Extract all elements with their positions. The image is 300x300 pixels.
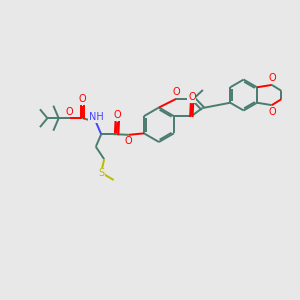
Text: O: O <box>269 74 277 83</box>
Text: S: S <box>98 168 104 178</box>
Text: O: O <box>79 94 86 104</box>
Text: NH: NH <box>89 112 104 122</box>
Text: O: O <box>269 107 277 117</box>
Text: O: O <box>173 87 181 97</box>
Text: O: O <box>113 110 121 120</box>
Text: O: O <box>66 107 73 117</box>
Text: O: O <box>124 136 132 146</box>
Text: O: O <box>188 92 196 102</box>
